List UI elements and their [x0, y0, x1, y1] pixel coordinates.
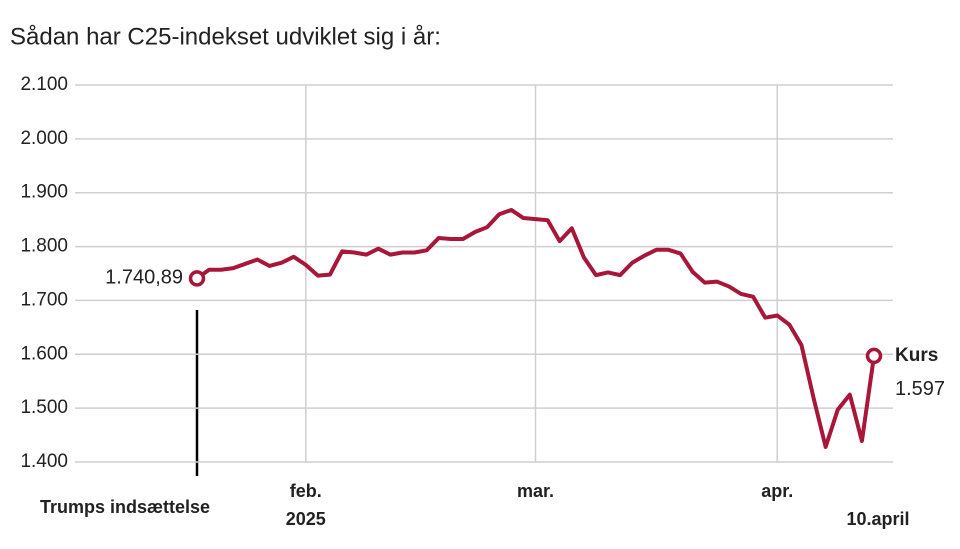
y-tick-label: 2.000	[20, 128, 68, 149]
end-point	[865, 347, 883, 365]
y-tick-label: 2.100	[20, 74, 68, 95]
y-tick-label: 1.900	[20, 182, 68, 203]
x-tick-year: 2025	[286, 509, 326, 529]
y-tick-label: 1.700	[20, 289, 68, 310]
x-tick-label: mar.	[517, 481, 554, 501]
y-tick-label: 1.600	[20, 343, 68, 364]
end-date-annotation: 10.april	[846, 509, 909, 529]
start-annotation: Trumps indsættelse	[40, 497, 210, 517]
chart-title: Sådan har C25-indekset udviklet sig i år…	[10, 23, 441, 50]
y-tick-label: 1.800	[20, 236, 68, 257]
value-label: 1.597	[895, 378, 945, 400]
series-line	[195, 207, 876, 449]
value-label: 1.740,89	[105, 267, 183, 289]
x-tick-label: feb.	[290, 481, 322, 501]
y-tick-label: 1.500	[20, 397, 68, 418]
end-point	[188, 270, 206, 287]
series-label: Kurs	[895, 345, 938, 366]
x-tick-label: apr.	[761, 481, 793, 501]
y-tick-label: 1.400	[20, 451, 68, 472]
